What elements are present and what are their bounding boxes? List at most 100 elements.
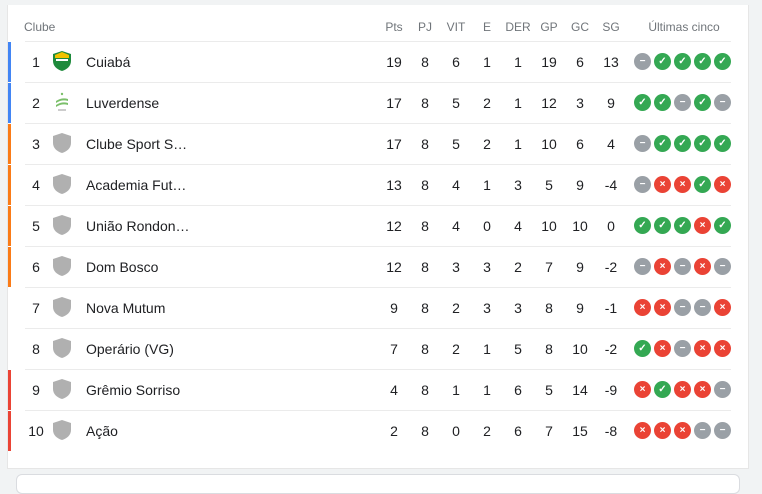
win-icon[interactable]: ✓ [674, 53, 691, 70]
stat-gp: 7 [545, 423, 553, 439]
draw-icon[interactable]: − [674, 299, 691, 316]
table-row[interactable]: 4 Academia Fut… 13 8 4 1 3 5 9 -4− × × ✓ × [8, 164, 748, 205]
club-name[interactable]: Dom Bosco [86, 259, 159, 275]
table-row[interactable]: 1 Cuiabá 19 8 6 1 1 19 6 13− ✓ ✓ ✓ ✓ [8, 41, 748, 82]
win-icon[interactable]: ✓ [694, 176, 711, 193]
header-sg: SG [602, 20, 620, 34]
draw-icon[interactable]: − [674, 340, 691, 357]
win-icon[interactable]: ✓ [654, 381, 671, 398]
win-icon[interactable]: ✓ [654, 94, 671, 111]
loss-icon[interactable]: × [694, 340, 711, 357]
row-divider [25, 123, 731, 124]
loss-icon[interactable]: × [694, 381, 711, 398]
draw-icon[interactable]: − [714, 422, 731, 439]
loss-icon[interactable]: × [654, 422, 671, 439]
win-icon[interactable]: ✓ [674, 135, 691, 152]
club-name[interactable]: Cuiabá [86, 54, 131, 70]
draw-icon[interactable]: − [634, 176, 651, 193]
win-icon[interactable]: ✓ [674, 217, 691, 234]
club-name[interactable]: Nova Mutum [86, 300, 166, 316]
club-name[interactable]: Ação [86, 423, 118, 439]
stat-sg: 13 [603, 54, 619, 70]
table-row[interactable]: 7 Nova Mutum 9 8 2 3 3 8 9 -1 × × − − × [8, 287, 748, 328]
win-icon[interactable]: ✓ [714, 53, 731, 70]
stat-pts: 7 [390, 341, 398, 357]
club-name[interactable]: Operário (VG) [86, 341, 174, 357]
win-icon[interactable]: ✓ [694, 53, 711, 70]
win-icon[interactable]: ✓ [694, 135, 711, 152]
stat-gp: 8 [545, 341, 553, 357]
club-name[interactable]: Luverdense [86, 95, 160, 111]
win-icon[interactable]: ✓ [634, 94, 651, 111]
loss-icon[interactable]: × [674, 381, 691, 398]
win-icon[interactable]: ✓ [634, 217, 651, 234]
loss-icon[interactable]: × [714, 340, 731, 357]
next-card [16, 474, 740, 494]
stat-e: 1 [483, 177, 491, 193]
win-icon[interactable]: ✓ [694, 94, 711, 111]
loss-icon[interactable]: × [694, 258, 711, 275]
stat-gc: 6 [576, 136, 584, 152]
draw-icon[interactable]: − [714, 258, 731, 275]
stat-vit: 1 [452, 382, 460, 398]
loss-icon[interactable]: × [674, 422, 691, 439]
draw-icon[interactable]: − [714, 94, 731, 111]
draw-icon[interactable]: − [714, 381, 731, 398]
loss-icon[interactable]: × [714, 299, 731, 316]
draw-icon[interactable]: − [634, 258, 651, 275]
stat-vit: 4 [452, 218, 460, 234]
draw-icon[interactable]: − [674, 258, 691, 275]
stat-pts: 12 [386, 259, 402, 275]
loss-icon[interactable]: × [654, 258, 671, 275]
win-icon[interactable]: ✓ [634, 340, 651, 357]
club-name[interactable]: Clube Sport S… [86, 136, 188, 152]
stat-sg: 4 [607, 136, 615, 152]
table-row[interactable]: 3 Clube Sport S… 17 8 5 2 1 10 6 4− ✓ ✓ ✓ ✓ [8, 123, 748, 164]
draw-icon[interactable]: − [674, 94, 691, 111]
loss-icon[interactable]: × [634, 381, 651, 398]
loss-icon[interactable]: × [654, 340, 671, 357]
draw-icon[interactable]: − [694, 299, 711, 316]
loss-icon[interactable]: × [714, 176, 731, 193]
win-icon[interactable]: ✓ [714, 135, 731, 152]
club-name[interactable]: Academia Fut… [86, 177, 187, 193]
draw-icon[interactable]: − [694, 422, 711, 439]
position: 4 [32, 177, 40, 193]
loss-icon[interactable]: × [654, 299, 671, 316]
loss-icon[interactable]: × [634, 422, 651, 439]
loss-icon[interactable]: × [694, 217, 711, 234]
table-row[interactable]: 6 Dom Bosco 12 8 3 3 2 7 9 -2− × − × − [8, 246, 748, 287]
loss-icon[interactable]: × [654, 176, 671, 193]
table-row[interactable]: 8 Operário (VG) 7 8 2 1 5 8 10 -2 ✓ × − × × [8, 328, 748, 369]
table-row[interactable]: 10 Ação 2 8 0 2 6 7 15 -8 × × × − − [8, 410, 748, 451]
win-icon[interactable]: ✓ [654, 217, 671, 234]
club-name[interactable]: União Rondon… [86, 218, 190, 234]
zone-indicator [8, 124, 11, 164]
win-icon[interactable]: ✓ [714, 217, 731, 234]
loss-icon[interactable]: × [674, 176, 691, 193]
stat-pts: 2 [390, 423, 398, 439]
stat-gp: 8 [545, 300, 553, 316]
table-row[interactable]: 2 Luverdense 17 8 5 2 1 12 3 9 ✓ ✓ − ✓ − [8, 82, 748, 123]
stat-sg: -2 [604, 259, 618, 275]
draw-icon[interactable]: − [634, 135, 651, 152]
table-row[interactable]: 5 União Rondon… 12 8 4 0 4 10 10 0 ✓ ✓ ✓ × ✓ [8, 205, 748, 246]
recent-form: × × − − × [634, 299, 731, 316]
win-icon[interactable]: ✓ [654, 135, 671, 152]
club-name[interactable]: Grêmio Sorriso [86, 382, 181, 398]
draw-icon[interactable]: − [634, 53, 651, 70]
header-pj: PJ [417, 20, 432, 34]
win-icon[interactable]: ✓ [654, 53, 671, 70]
stat-vit: 3 [452, 259, 460, 275]
position: 5 [32, 218, 40, 234]
default-shield-icon [52, 337, 72, 359]
stat-pj: 8 [421, 300, 429, 316]
stat-der: 1 [514, 54, 522, 70]
stat-der: 4 [514, 218, 522, 234]
loss-icon[interactable]: × [634, 299, 651, 316]
zone-indicator [8, 370, 11, 410]
cuiaba-crest-icon [52, 50, 72, 72]
table-row[interactable]: 9 Grêmio Sorriso 4 8 1 1 6 5 14 -9 × ✓ × × − [8, 369, 748, 410]
row-divider [25, 41, 731, 42]
stat-pts: 17 [386, 95, 402, 111]
